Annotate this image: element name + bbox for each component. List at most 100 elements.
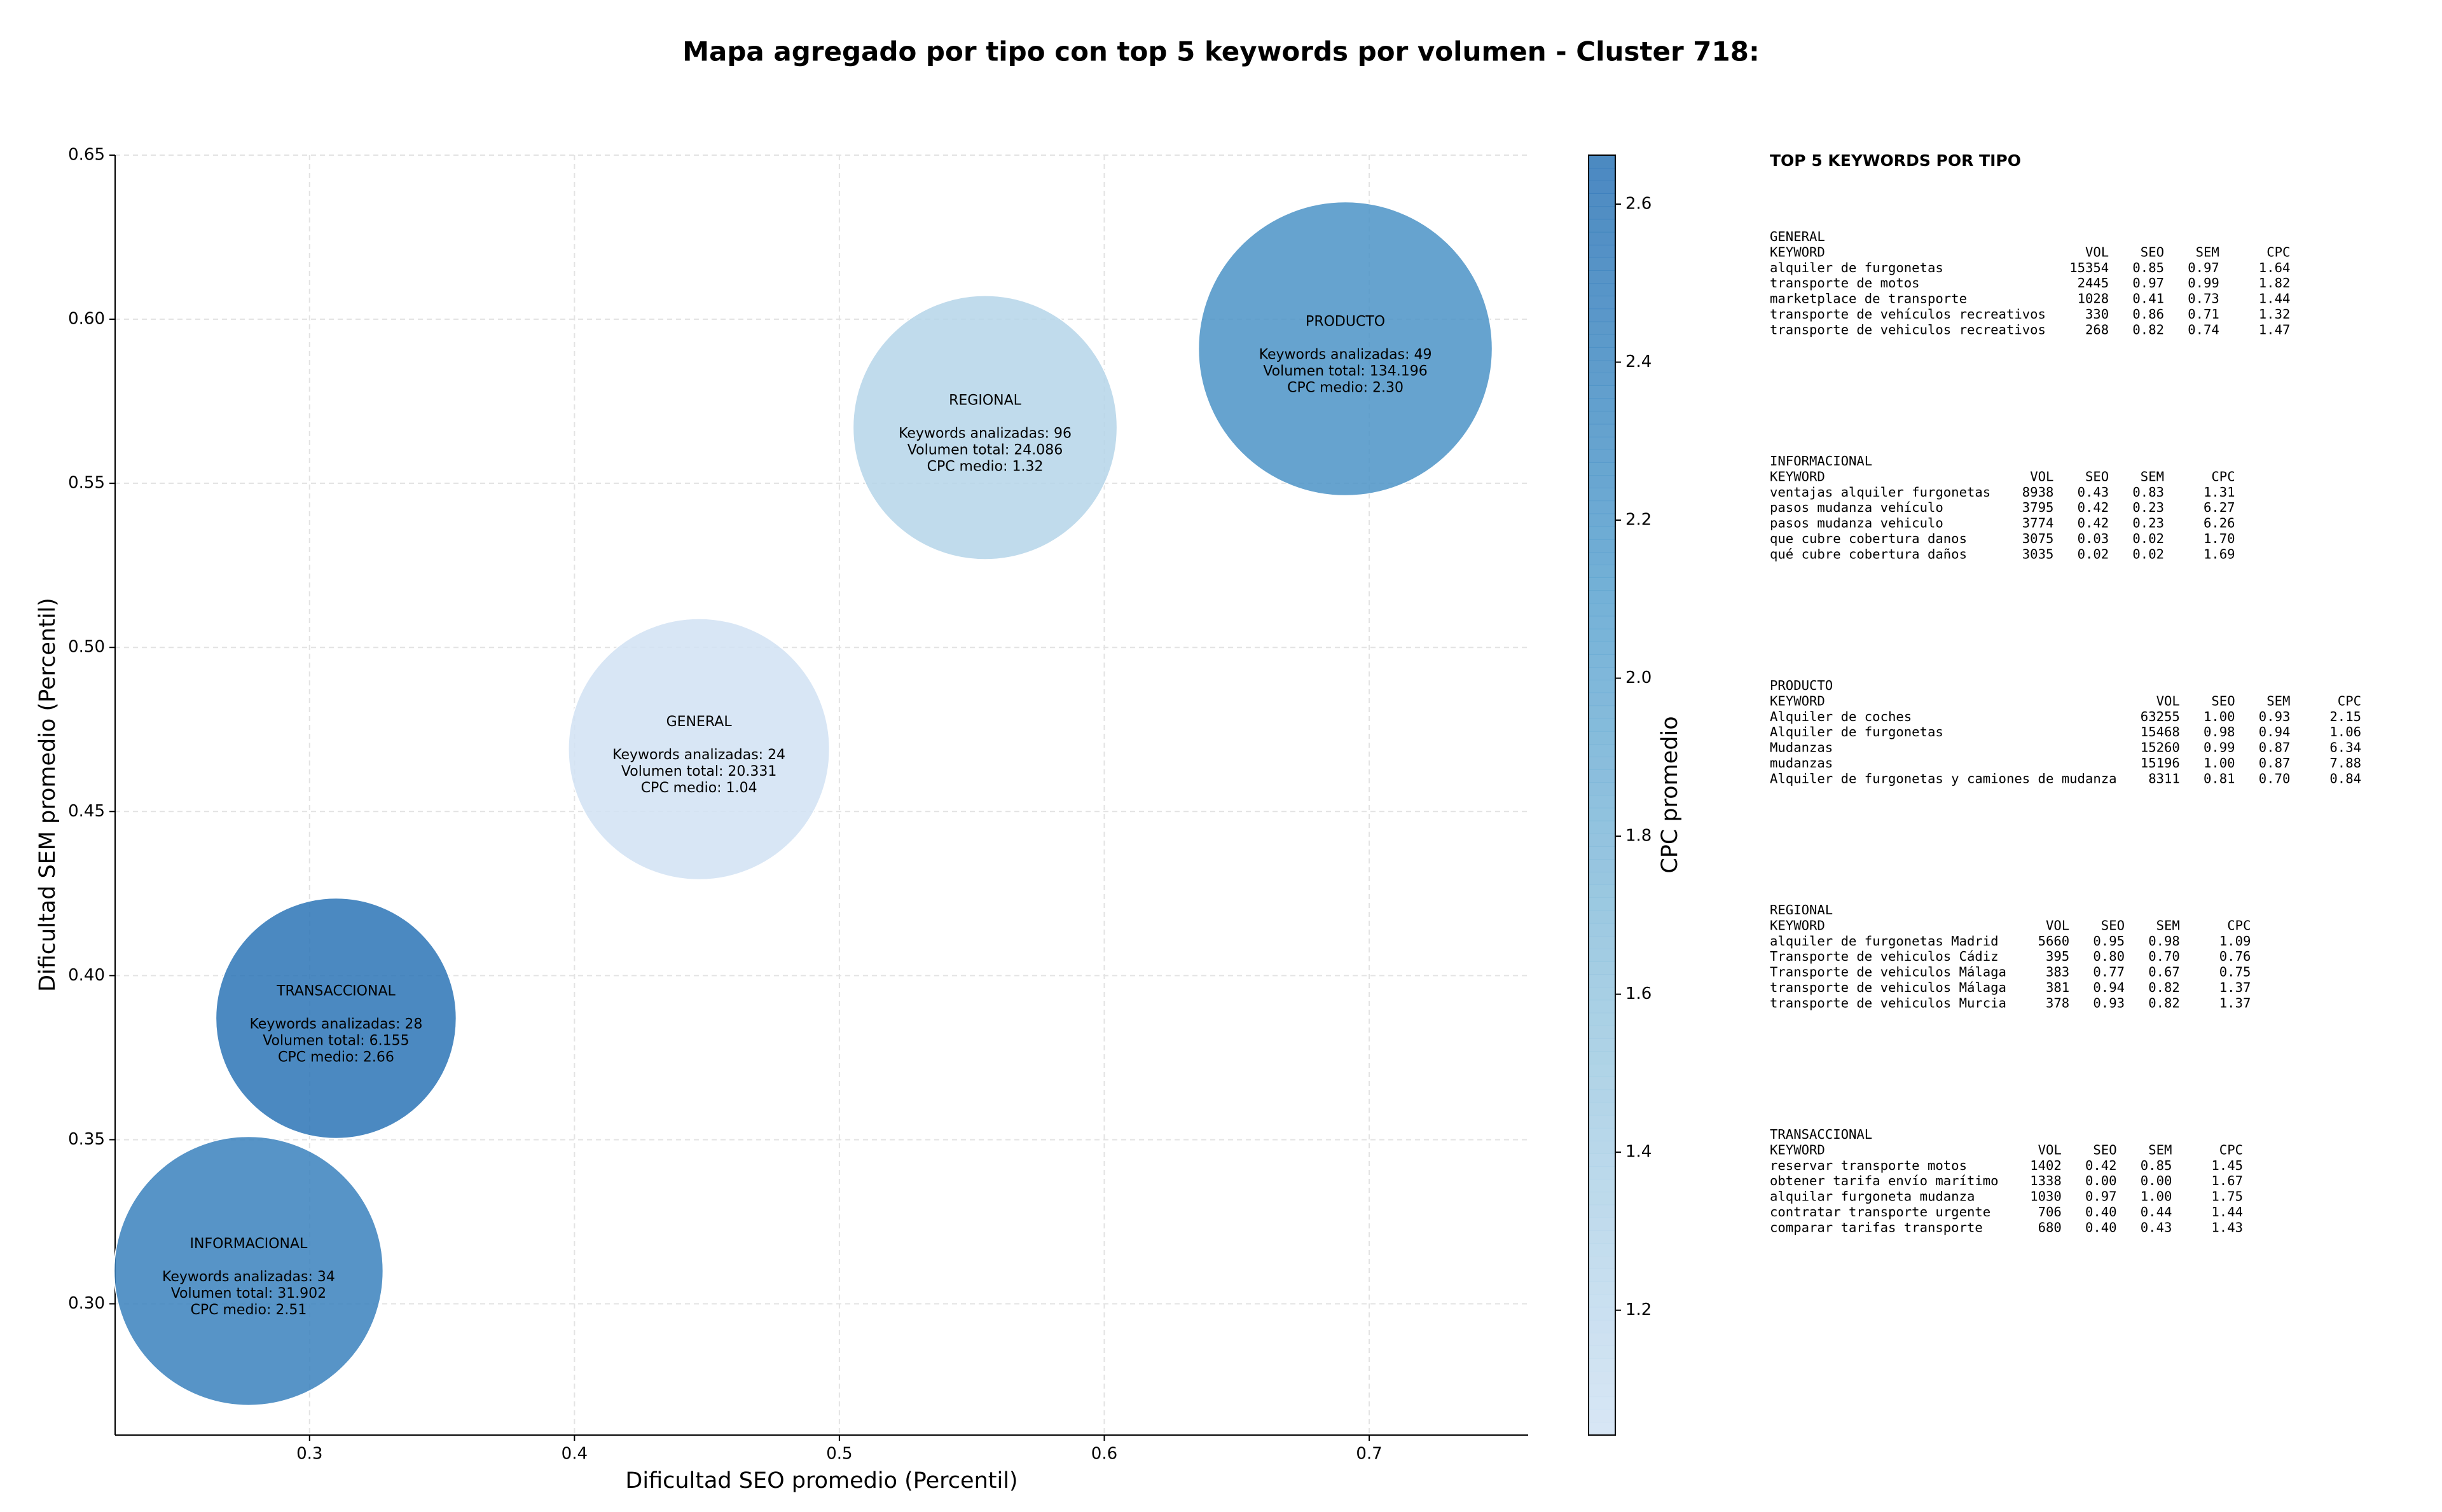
column-header: CPC xyxy=(2227,918,2251,933)
table-cell: 1.00 xyxy=(2204,755,2235,771)
table-cell: 0.41 xyxy=(2132,291,2164,306)
bubble-label: CPC medio: 1.04 xyxy=(641,780,757,796)
column-header: CPC xyxy=(2211,469,2235,484)
bubble-label: CPC medio: 2.66 xyxy=(278,1049,394,1065)
colorbar-segment xyxy=(1589,859,1615,872)
table-cell: 0.77 xyxy=(2093,965,2125,980)
table-cell: transporte de vehiculos Murcia xyxy=(1770,995,2006,1010)
colorbar-segment xyxy=(1589,462,1615,476)
y-tick-label: 0.35 xyxy=(68,1130,105,1149)
table-cell: 0.84 xyxy=(2329,771,2361,786)
colorbar-segment xyxy=(1589,500,1615,514)
table-cell: 8311 xyxy=(2148,771,2180,786)
table-cell: 1.37 xyxy=(2219,995,2251,1010)
table-cell: Transporte de vehiculos Cádiz xyxy=(1770,949,1999,964)
column-header: KEYWORD xyxy=(1770,918,1825,933)
colorbar-segment xyxy=(1589,872,1615,886)
colorbar-segment xyxy=(1589,628,1615,642)
table-cell: 0.75 xyxy=(2219,965,2251,980)
table-cell: 0.97 xyxy=(2132,275,2164,291)
table-cell: 1.64 xyxy=(2259,260,2291,275)
table-cell: 63255 xyxy=(2141,709,2180,724)
colorbar-segment xyxy=(1589,1076,1615,1090)
table-cell: 383 xyxy=(2046,965,2069,980)
column-header: SEO xyxy=(2101,918,2125,933)
colorbar-segment xyxy=(1589,231,1615,245)
table-cell: 1.82 xyxy=(2259,275,2291,291)
colorbar-segment xyxy=(1589,1217,1615,1231)
table-cell: 6.34 xyxy=(2329,740,2361,755)
group-name: GENERAL xyxy=(1770,229,1825,244)
colorbar-segment xyxy=(1589,270,1615,284)
colorbar-segment xyxy=(1589,1127,1615,1141)
table-cell: alquiler de furgonetas xyxy=(1770,260,1943,275)
colorbar-segment xyxy=(1589,258,1615,271)
table-cell: 3795 xyxy=(2022,500,2054,515)
colorbar-segment xyxy=(1589,1025,1615,1039)
table-cell: 1.75 xyxy=(2211,1189,2243,1204)
table-cell: 1.70 xyxy=(2204,531,2235,546)
chart-title: Mapa agregado por tipo con top 5 keyword… xyxy=(682,36,1760,67)
colorbar-segment xyxy=(1589,423,1615,437)
colorbar-segment xyxy=(1589,488,1615,502)
table-cell: 15468 xyxy=(2141,724,2180,739)
colorbar-segment xyxy=(1589,283,1615,297)
table-cell: 0.70 xyxy=(2148,949,2180,964)
colorbar-segment xyxy=(1589,334,1615,348)
bubble-label: Volumen total: 20.331 xyxy=(621,764,776,780)
table-cell: 3035 xyxy=(2022,546,2054,561)
column-header: SEM xyxy=(2141,469,2164,484)
table-cell: obtener tarifa envío marítimo xyxy=(1770,1173,1999,1188)
table-cell: 1.06 xyxy=(2329,724,2361,739)
table-cell: 6.26 xyxy=(2204,516,2235,531)
table-cell: 0.23 xyxy=(2132,500,2164,515)
group-name: INFORMACIONAL xyxy=(1770,453,1872,469)
table-cell: 0.44 xyxy=(2141,1204,2172,1220)
table-cell: comparar tarifas transporte xyxy=(1770,1220,1983,1235)
table-cell: 1338 xyxy=(2030,1173,2062,1188)
table-cell: 1.31 xyxy=(2204,485,2235,500)
table-cell: 0.71 xyxy=(2188,306,2219,322)
colorbar-segment xyxy=(1589,526,1615,540)
table-cell: 0.98 xyxy=(2204,724,2235,739)
table-cell: 378 xyxy=(2046,995,2069,1010)
bubble xyxy=(1197,201,1493,497)
colorbar-segment xyxy=(1589,1422,1615,1436)
colorbar-segment xyxy=(1589,373,1615,386)
colorbar-segment xyxy=(1589,1358,1615,1371)
colorbar-segment xyxy=(1589,846,1615,860)
colorbar-segment xyxy=(1589,1115,1615,1129)
colorbar-segment xyxy=(1589,949,1615,962)
colorbar-segment xyxy=(1589,935,1615,949)
colorbar-segment xyxy=(1589,667,1615,680)
bubble xyxy=(215,897,457,1139)
colorbar-segment xyxy=(1589,347,1615,361)
colorbar-segment xyxy=(1589,1345,1615,1359)
table-cell: 0.85 xyxy=(2132,260,2164,275)
colorbar-segment xyxy=(1589,1294,1615,1308)
colorbar-segment xyxy=(1589,436,1615,450)
table-cell: 1.67 xyxy=(2211,1173,2243,1188)
bubble-name: TRANSACCIONAL xyxy=(276,983,396,999)
table-cell: Transporte de vehiculos Málaga xyxy=(1770,965,2006,980)
table-cell: 0.95 xyxy=(2093,933,2125,949)
table-cell: 0.40 xyxy=(2085,1220,2117,1235)
colorbar-segment xyxy=(1589,206,1615,220)
colorbar-segment xyxy=(1589,897,1615,911)
table-cell: 1402 xyxy=(2030,1158,2062,1173)
colorbar-segment xyxy=(1589,308,1615,322)
colorbar-segment xyxy=(1589,360,1615,373)
colorbar-segment xyxy=(1589,1064,1615,1077)
x-axis-label: Dificultad SEO promedio (Percentil) xyxy=(625,1468,1018,1494)
colorbar-segment xyxy=(1589,808,1615,821)
table-cell: 0.23 xyxy=(2132,516,2164,531)
table-cell: 0.02 xyxy=(2132,546,2164,561)
colorbar-segment xyxy=(1589,1319,1615,1333)
table-cell: 0.02 xyxy=(2078,546,2109,561)
y-tick-label: 0.45 xyxy=(68,802,105,821)
table-cell: ventajas alquiler furgonetas xyxy=(1770,485,1990,500)
colorbar-segment xyxy=(1589,411,1615,425)
column-header: SEO xyxy=(2141,244,2164,259)
table-cell: 2.15 xyxy=(2329,709,2361,724)
colorbar-segment xyxy=(1589,1268,1615,1282)
